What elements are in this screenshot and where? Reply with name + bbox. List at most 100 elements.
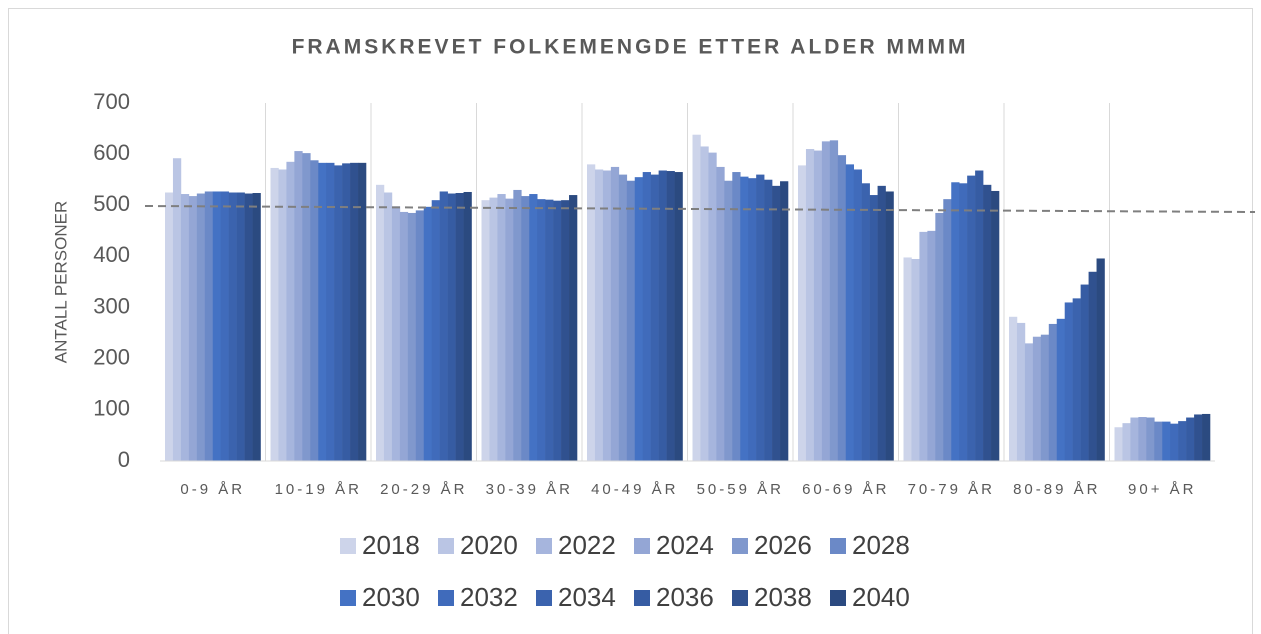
bar bbox=[1202, 413, 1211, 461]
bar bbox=[1114, 427, 1123, 461]
bar bbox=[1146, 417, 1155, 461]
bar bbox=[764, 179, 773, 461]
legend-label: 2034 bbox=[558, 582, 616, 612]
y-tick-label: 100 bbox=[93, 396, 130, 421]
legend-item: 2030 bbox=[340, 582, 420, 612]
y-tick-label: 300 bbox=[93, 293, 130, 318]
bar bbox=[618, 174, 628, 461]
bar bbox=[983, 184, 992, 462]
bar bbox=[489, 197, 498, 461]
bar bbox=[439, 191, 448, 461]
legend-item: 2020 bbox=[438, 530, 518, 560]
legend-label: 2026 bbox=[754, 530, 812, 560]
bar bbox=[991, 190, 1000, 462]
bar bbox=[286, 161, 295, 462]
bar bbox=[342, 163, 351, 461]
bar bbox=[626, 180, 636, 462]
bar bbox=[278, 169, 287, 461]
legend-item: 2024 bbox=[634, 530, 714, 560]
x-tick-label: 0-9 ÅR bbox=[180, 481, 245, 498]
bar bbox=[869, 195, 878, 462]
bar bbox=[334, 165, 343, 461]
bar bbox=[455, 193, 464, 462]
bar bbox=[1009, 316, 1018, 461]
bar bbox=[302, 153, 311, 461]
bar bbox=[587, 164, 596, 461]
legend-swatch bbox=[438, 538, 454, 554]
bar bbox=[220, 191, 229, 461]
bar bbox=[853, 169, 862, 461]
bar bbox=[505, 198, 514, 461]
bar bbox=[772, 185, 781, 461]
legend-label: 2032 bbox=[460, 582, 518, 612]
bar bbox=[692, 134, 701, 462]
bar bbox=[813, 150, 823, 461]
bar bbox=[700, 146, 709, 461]
bar bbox=[1016, 322, 1026, 461]
bar bbox=[1096, 258, 1105, 461]
bar bbox=[294, 151, 303, 461]
legend-swatch bbox=[732, 538, 748, 554]
bar bbox=[650, 174, 659, 461]
bar bbox=[358, 162, 367, 461]
bar bbox=[399, 211, 409, 461]
bar bbox=[1178, 421, 1187, 461]
bar bbox=[634, 177, 644, 461]
bar bbox=[521, 196, 530, 461]
bar bbox=[497, 194, 506, 461]
bar bbox=[1138, 417, 1147, 461]
y-axis-label: ANTALL PERSONER bbox=[51, 201, 70, 364]
bar bbox=[975, 170, 984, 461]
bar bbox=[943, 199, 952, 462]
x-tick-label: 50-59 ÅR bbox=[697, 481, 784, 498]
legend-label: 2018 bbox=[362, 530, 420, 560]
bar bbox=[391, 206, 401, 461]
bar bbox=[959, 183, 968, 461]
bar bbox=[1024, 343, 1034, 461]
legend-label: 2038 bbox=[754, 582, 812, 612]
bar bbox=[270, 167, 279, 462]
legend-label: 2028 bbox=[852, 530, 910, 560]
bar bbox=[1048, 323, 1058, 461]
bar bbox=[1080, 284, 1089, 461]
bar bbox=[716, 166, 725, 461]
bar bbox=[877, 185, 886, 461]
bar bbox=[740, 176, 749, 461]
bar bbox=[1088, 271, 1097, 461]
bar bbox=[927, 230, 936, 461]
bar bbox=[447, 193, 456, 461]
bar bbox=[602, 170, 612, 461]
bar bbox=[1072, 298, 1081, 461]
legend-item: 2028 bbox=[830, 530, 910, 560]
bar bbox=[481, 200, 490, 461]
bar bbox=[180, 194, 190, 461]
x-tick-label: 70-79 ÅR bbox=[908, 481, 995, 498]
legend-item: 2038 bbox=[732, 582, 812, 612]
bar bbox=[1170, 423, 1179, 461]
bar bbox=[1032, 336, 1042, 461]
chart-title: FRAMSKREVET FOLKEMENGDE ETTER ALDER MMMM bbox=[292, 36, 969, 59]
bar bbox=[919, 231, 928, 461]
bar bbox=[383, 192, 393, 461]
bar bbox=[252, 193, 261, 462]
bar bbox=[318, 162, 327, 461]
bar bbox=[196, 193, 206, 461]
legend-swatch bbox=[634, 590, 650, 606]
y-tick-label: 0 bbox=[118, 447, 130, 472]
bar bbox=[1056, 318, 1066, 461]
legend-label: 2020 bbox=[460, 530, 518, 560]
x-tick-label: 90+ ÅR bbox=[1128, 481, 1196, 498]
legend-item: 2018 bbox=[340, 530, 420, 560]
legend-label: 2030 bbox=[362, 582, 420, 612]
legend-item: 2022 bbox=[536, 530, 616, 560]
bar bbox=[674, 172, 683, 462]
legend-item: 2026 bbox=[732, 530, 812, 560]
legend-swatch bbox=[830, 590, 846, 606]
bar bbox=[326, 162, 335, 461]
reference-line bbox=[144, 205, 1256, 213]
x-tick-label: 10-19 ÅR bbox=[275, 481, 362, 498]
bar bbox=[310, 160, 319, 461]
legend-swatch bbox=[830, 538, 846, 554]
legend-swatch bbox=[536, 590, 552, 606]
